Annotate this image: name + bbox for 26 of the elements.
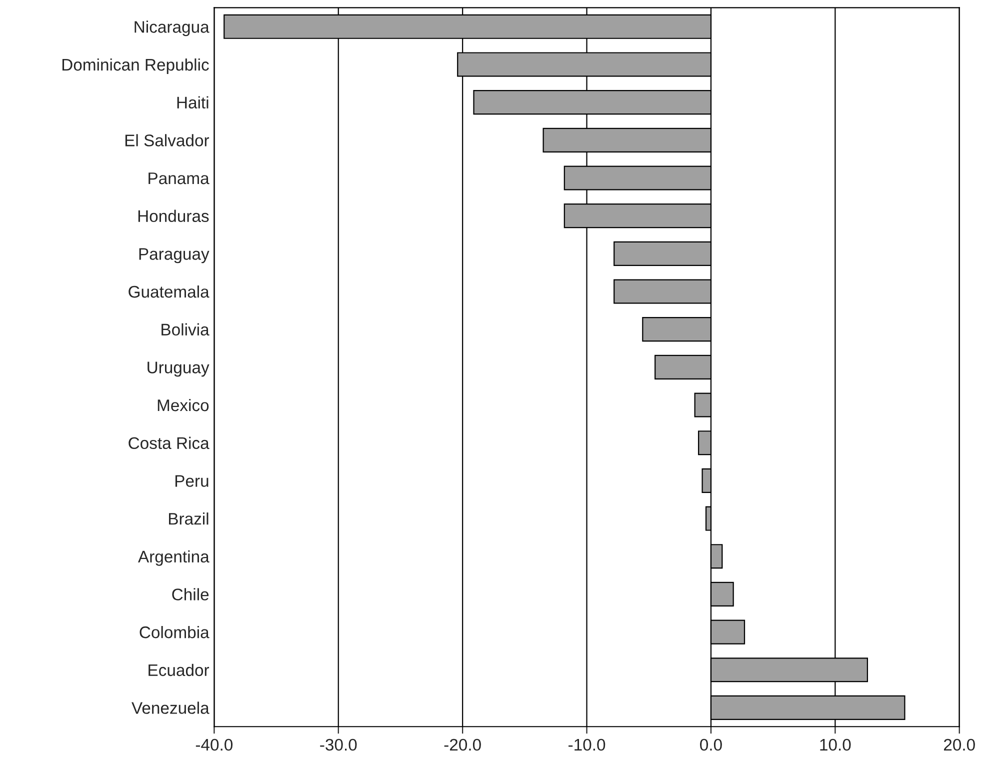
y-tick-label: Bolivia xyxy=(162,323,210,336)
x-tick-label: 10.0 xyxy=(820,738,851,751)
x-tick-label: -20.0 xyxy=(444,738,481,751)
y-tick-label: Chile xyxy=(172,588,209,600)
y-tick-label: Brazil xyxy=(169,512,208,525)
y-tick-label: Honduras xyxy=(138,210,209,222)
x-tick-label: -30.0 xyxy=(320,738,357,751)
y-tick-label: Nicaragua xyxy=(134,20,210,36)
y-tick-label: Uruguay xyxy=(148,362,210,377)
y-tick-label: Guatemala xyxy=(128,285,210,298)
y-tick-label: Mexico xyxy=(158,398,209,412)
y-tick-label: Peru xyxy=(175,475,208,487)
y-tick-label: Colombia xyxy=(140,626,210,638)
y-tick-label: Costa Rica xyxy=(128,436,210,450)
y-tick-label: Panama xyxy=(148,172,210,184)
x-tick-label: -40.0 xyxy=(196,738,233,751)
y-tick-label: Haiti xyxy=(177,96,208,109)
y-tick-label: Paraguay xyxy=(139,248,210,264)
y-tick-label: Dominican Republic xyxy=(62,58,209,74)
y-tick-label: Ecuador xyxy=(148,664,210,676)
x-tick-label: 20.0 xyxy=(944,738,975,751)
y-tick-label: El Salvador xyxy=(125,134,210,146)
y-tick-label: Venezuela xyxy=(132,702,210,714)
x-tick-label: 0.0 xyxy=(700,738,722,751)
x-tick-label: -10.0 xyxy=(568,738,606,751)
y-tick-label: Argentina xyxy=(138,550,210,566)
